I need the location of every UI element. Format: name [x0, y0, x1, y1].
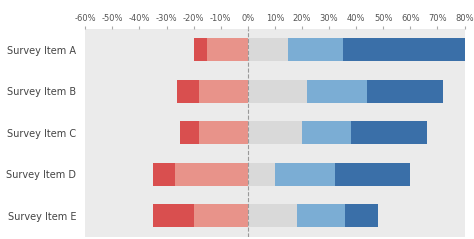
- Bar: [367, 80, 443, 103]
- Bar: [194, 38, 207, 61]
- Bar: [335, 163, 410, 186]
- Bar: [275, 163, 335, 186]
- Bar: [153, 204, 194, 227]
- Bar: [289, 38, 343, 61]
- Bar: [248, 121, 302, 144]
- Bar: [248, 204, 297, 227]
- Bar: [302, 121, 351, 144]
- Bar: [346, 204, 378, 227]
- Bar: [199, 80, 248, 103]
- Bar: [153, 163, 175, 186]
- Bar: [248, 38, 289, 61]
- Bar: [308, 80, 367, 103]
- Bar: [207, 38, 248, 61]
- Bar: [248, 80, 308, 103]
- Bar: [248, 163, 275, 186]
- Bar: [177, 80, 199, 103]
- Bar: [343, 38, 465, 61]
- Bar: [194, 204, 248, 227]
- Bar: [297, 204, 346, 227]
- Bar: [351, 121, 427, 144]
- Bar: [175, 163, 248, 186]
- Bar: [180, 121, 199, 144]
- Bar: [199, 121, 248, 144]
